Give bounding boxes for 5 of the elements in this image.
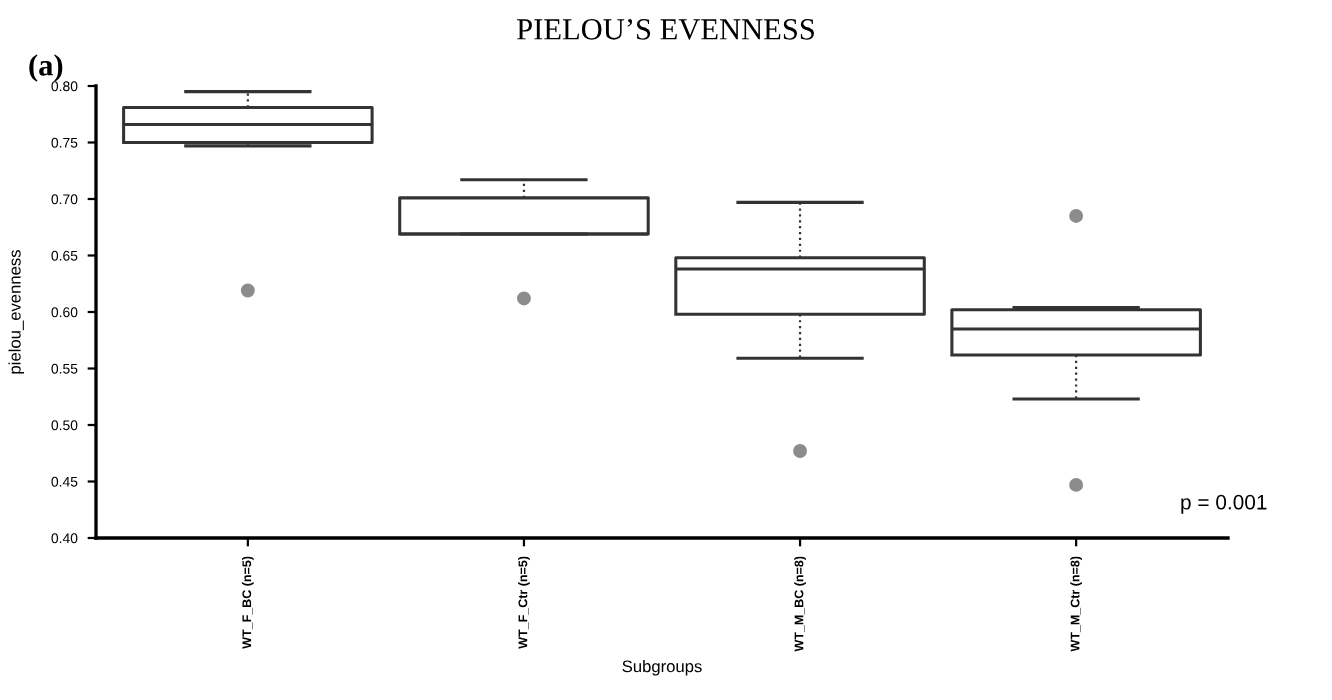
text: (a) <box>29 54 63 82</box>
annotation: p = 0.001 <box>1181 494 1267 514</box>
chart-title: PIELOU’S EVENNESS <box>517 19 814 40</box>
y-axis-title: pielou_evenness <box>8 250 24 374</box>
x-axis-title: Subgroups <box>622 660 702 676</box>
